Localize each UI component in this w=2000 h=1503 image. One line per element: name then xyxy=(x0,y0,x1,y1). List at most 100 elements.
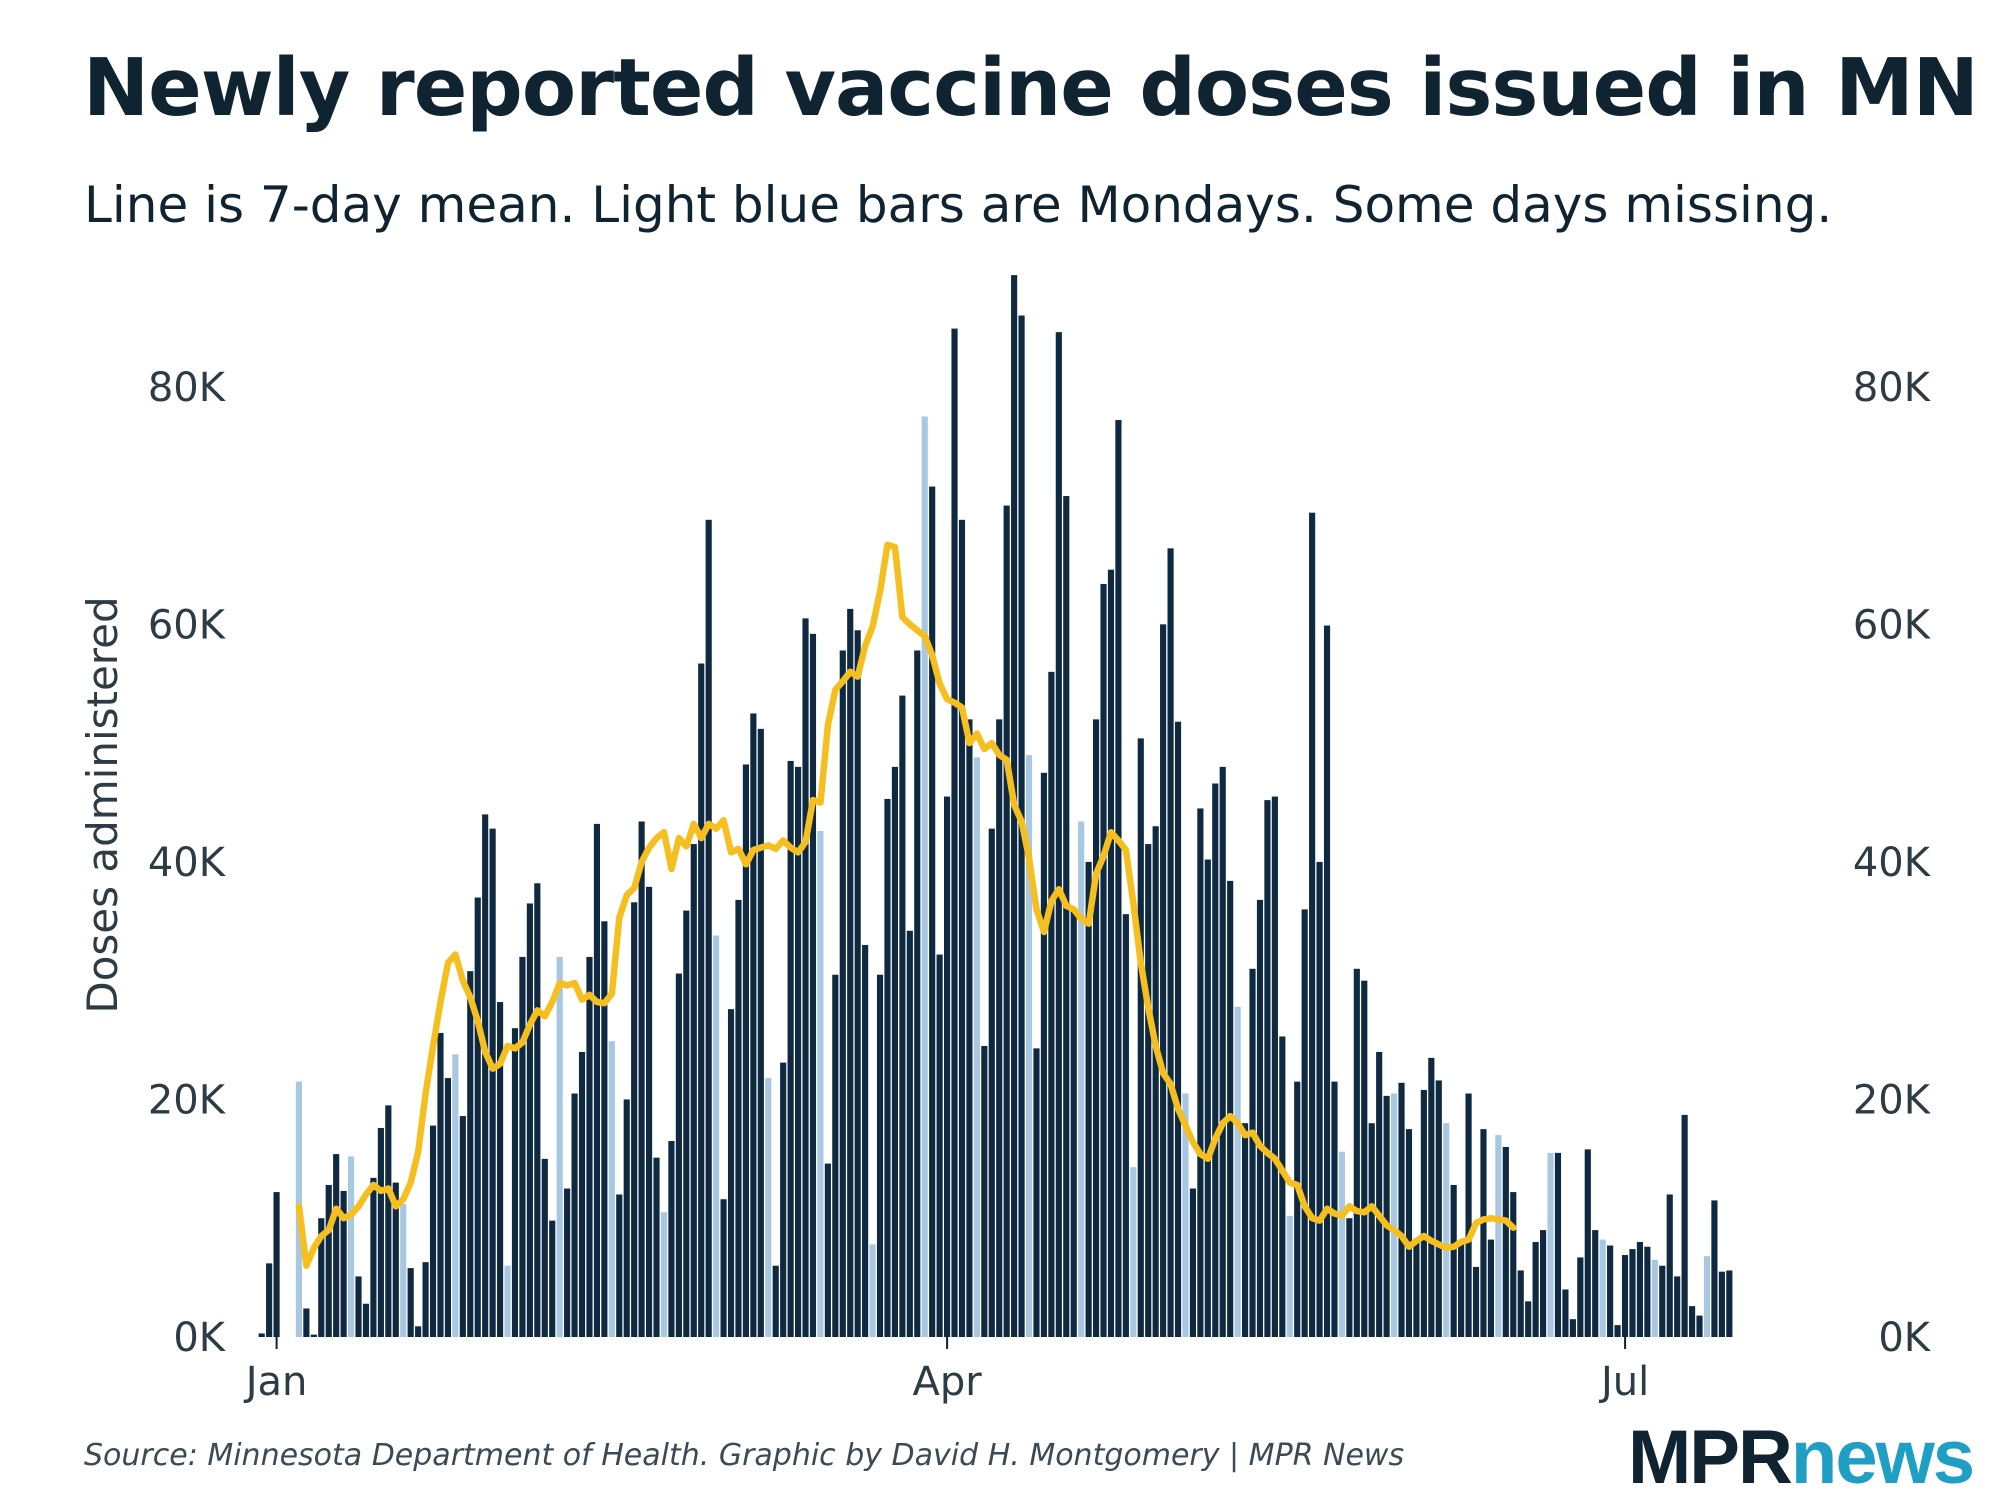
seven-day-mean-line xyxy=(295,541,1517,1269)
bar-daily xyxy=(1070,909,1077,1337)
bar-daily xyxy=(862,945,869,1337)
bar-daily xyxy=(273,1192,280,1337)
bar-monday xyxy=(713,935,720,1337)
bar-daily xyxy=(675,973,682,1337)
y-tick-label-right: 0K xyxy=(1878,1315,1931,1361)
bar-daily xyxy=(1525,1301,1532,1337)
bar-daily xyxy=(929,486,936,1337)
bar-daily xyxy=(303,1308,310,1337)
bar-monday xyxy=(1495,1135,1502,1337)
bar-daily xyxy=(1428,1057,1435,1337)
y-tick-label-right: 20K xyxy=(1853,1077,1932,1123)
bar-daily xyxy=(437,1032,444,1337)
bar-daily xyxy=(914,650,921,1337)
bar-daily xyxy=(1718,1271,1725,1337)
bar-daily xyxy=(362,1303,370,1337)
bar-daily xyxy=(631,902,638,1337)
bar-monday xyxy=(1234,1006,1241,1337)
bar-daily xyxy=(1174,721,1182,1337)
chart-title: Newly reported vaccine doses issued in M… xyxy=(83,42,1979,134)
bar-daily xyxy=(727,1009,735,1337)
bar-daily xyxy=(832,974,839,1337)
bar-daily xyxy=(1256,899,1264,1337)
bar-daily xyxy=(1592,1230,1599,1337)
bar-daily xyxy=(646,886,653,1337)
bar-daily xyxy=(1323,625,1331,1337)
bar-monday xyxy=(817,831,824,1337)
bar-daily xyxy=(1107,569,1115,1337)
bar-daily xyxy=(884,798,891,1337)
bar-daily xyxy=(564,1188,571,1337)
bar-daily xyxy=(325,1184,332,1337)
bar-monday xyxy=(1703,1256,1711,1337)
bar-daily xyxy=(1465,1093,1472,1337)
bar-daily xyxy=(1666,1194,1673,1337)
bar-monday xyxy=(1025,754,1033,1337)
bar-monday xyxy=(1182,1093,1189,1337)
y-tick-label-left: 80K xyxy=(148,365,227,411)
bar-daily xyxy=(444,1078,451,1337)
bar-daily xyxy=(534,883,541,1337)
bar-daily xyxy=(1584,1149,1591,1337)
bar-daily xyxy=(1562,1289,1569,1337)
bar-daily xyxy=(1540,1230,1547,1337)
bar-daily xyxy=(1301,909,1308,1337)
mean-line-group xyxy=(295,541,1517,1269)
bar-daily xyxy=(854,630,861,1337)
bar-daily xyxy=(698,663,705,1337)
bar-daily xyxy=(1100,583,1107,1337)
bar-monday xyxy=(1391,1093,1398,1337)
y-tick-label-left: 60K xyxy=(148,602,227,648)
bar-daily xyxy=(1435,1080,1442,1337)
bar-daily xyxy=(601,921,608,1337)
bar-daily xyxy=(1085,861,1092,1337)
bar-monday xyxy=(660,1212,668,1337)
bar-daily xyxy=(824,1163,831,1337)
bar-daily xyxy=(377,1127,384,1337)
bar-daily xyxy=(623,1099,630,1337)
bar-daily xyxy=(1644,1246,1651,1337)
bar-daily xyxy=(1212,783,1219,1337)
bar-daily xyxy=(310,1334,317,1337)
bar-daily xyxy=(996,719,1003,1337)
bar-daily xyxy=(1040,772,1047,1337)
bar-daily xyxy=(355,1276,362,1337)
bar-daily xyxy=(1271,796,1278,1337)
bar-daily xyxy=(1294,1081,1301,1337)
bar-daily xyxy=(1420,1089,1427,1337)
bar-daily xyxy=(1621,1255,1629,1337)
bar-daily xyxy=(497,1002,504,1337)
bar-daily xyxy=(668,1141,675,1337)
bar-daily xyxy=(1167,548,1174,1337)
mpr-news-logo[interactable]: MPRnews xyxy=(1628,1415,1975,1500)
bar-daily xyxy=(966,719,973,1337)
bar-daily xyxy=(593,823,600,1337)
bar-daily xyxy=(958,519,966,1337)
bar-daily xyxy=(1458,1241,1465,1337)
bar-monday xyxy=(921,416,928,1338)
bar-daily xyxy=(1450,1184,1457,1337)
bar-daily xyxy=(1145,844,1152,1337)
bar-monday xyxy=(1130,1167,1137,1337)
bar-daily xyxy=(1316,861,1323,1337)
bar-daily xyxy=(1405,1129,1413,1337)
bar-daily xyxy=(653,1157,660,1337)
bar-daily xyxy=(519,956,526,1337)
bar-monday xyxy=(1547,1152,1554,1337)
bar-daily xyxy=(981,1045,988,1337)
bar-daily xyxy=(899,695,906,1337)
bar-daily xyxy=(1003,505,1010,1337)
bar-daily xyxy=(795,766,802,1337)
bar-daily xyxy=(839,650,846,1337)
bar-daily xyxy=(1189,1188,1196,1337)
bar-daily xyxy=(735,899,742,1337)
bar-daily xyxy=(891,766,898,1337)
y-tick-label-left: 40K xyxy=(148,840,227,886)
bar-daily xyxy=(1711,1200,1718,1337)
bar-daily xyxy=(951,328,958,1338)
bar-daily xyxy=(467,971,474,1337)
bar-daily xyxy=(1063,496,1070,1337)
bar-daily xyxy=(772,1265,779,1337)
bar-daily xyxy=(847,608,854,1337)
bar-monday xyxy=(869,1244,876,1337)
